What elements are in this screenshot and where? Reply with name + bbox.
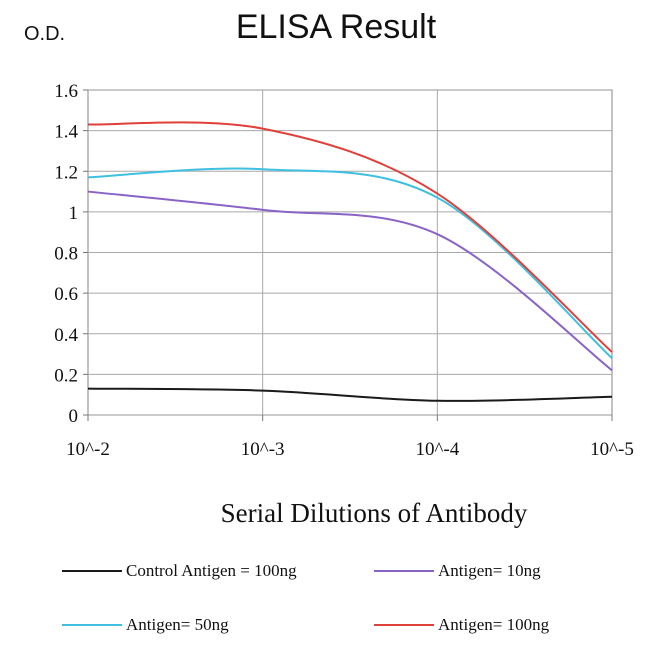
x-tick-label-2: 10^-4: [415, 439, 459, 460]
legend-label-2: Antigen= 50ng: [126, 615, 229, 634]
plot-area: 00.20.40.60.811.21.41.6 10^-2 10^-3 10^-4 1…: [54, 81, 634, 460]
y-tick-label-3: 0.6: [54, 284, 78, 305]
grid-lines: [88, 89, 612, 416]
legend-label-3: Antigen= 100ng: [438, 615, 550, 634]
y-tick-label-7: 1.4: [54, 122, 78, 143]
y-tick-label-0: 0: [69, 406, 79, 427]
legend: Control Antigen = 100ng Antigen= 10ng Anti…: [62, 561, 550, 634]
legend-label-1: Antigen= 10ng: [438, 561, 541, 580]
y-tick-label-1: 0.2: [54, 365, 78, 386]
series-lines: [87, 121, 613, 402]
y-tick-label-2: 0.4: [54, 325, 78, 346]
x-axis-ticks: 10^-2 10^-3 10^-4 10^-5: [66, 415, 634, 460]
series-line-0: [87, 387, 613, 402]
legend-label-0: Control Antigen = 100ng: [126, 561, 297, 580]
y-tick-label-5: 1: [69, 203, 79, 224]
series-line-2: [87, 167, 613, 359]
series-line-3: [87, 121, 613, 353]
x-axis-label: Serial Dilutions of Antibody: [221, 498, 528, 528]
y-axis-ticks: 0 0.2 0.4 0.6 0.8 1 1.2 1.4 1.6: [54, 81, 88, 427]
x-tick-label-0: 10^-2: [66, 439, 110, 460]
y-tick-label-4: 0.8: [54, 244, 78, 265]
x-tick-label-3: 10^-5: [590, 439, 634, 460]
chart-title: ELISA Result: [236, 8, 437, 46]
y-tick-label-8: 1.6: [54, 81, 78, 102]
y-axis-label: O.D.: [24, 23, 65, 45]
x-tick-label-1: 10^-3: [241, 439, 285, 460]
y-tick-label-6: 1.2: [54, 162, 78, 183]
series-line-1: [87, 190, 613, 372]
